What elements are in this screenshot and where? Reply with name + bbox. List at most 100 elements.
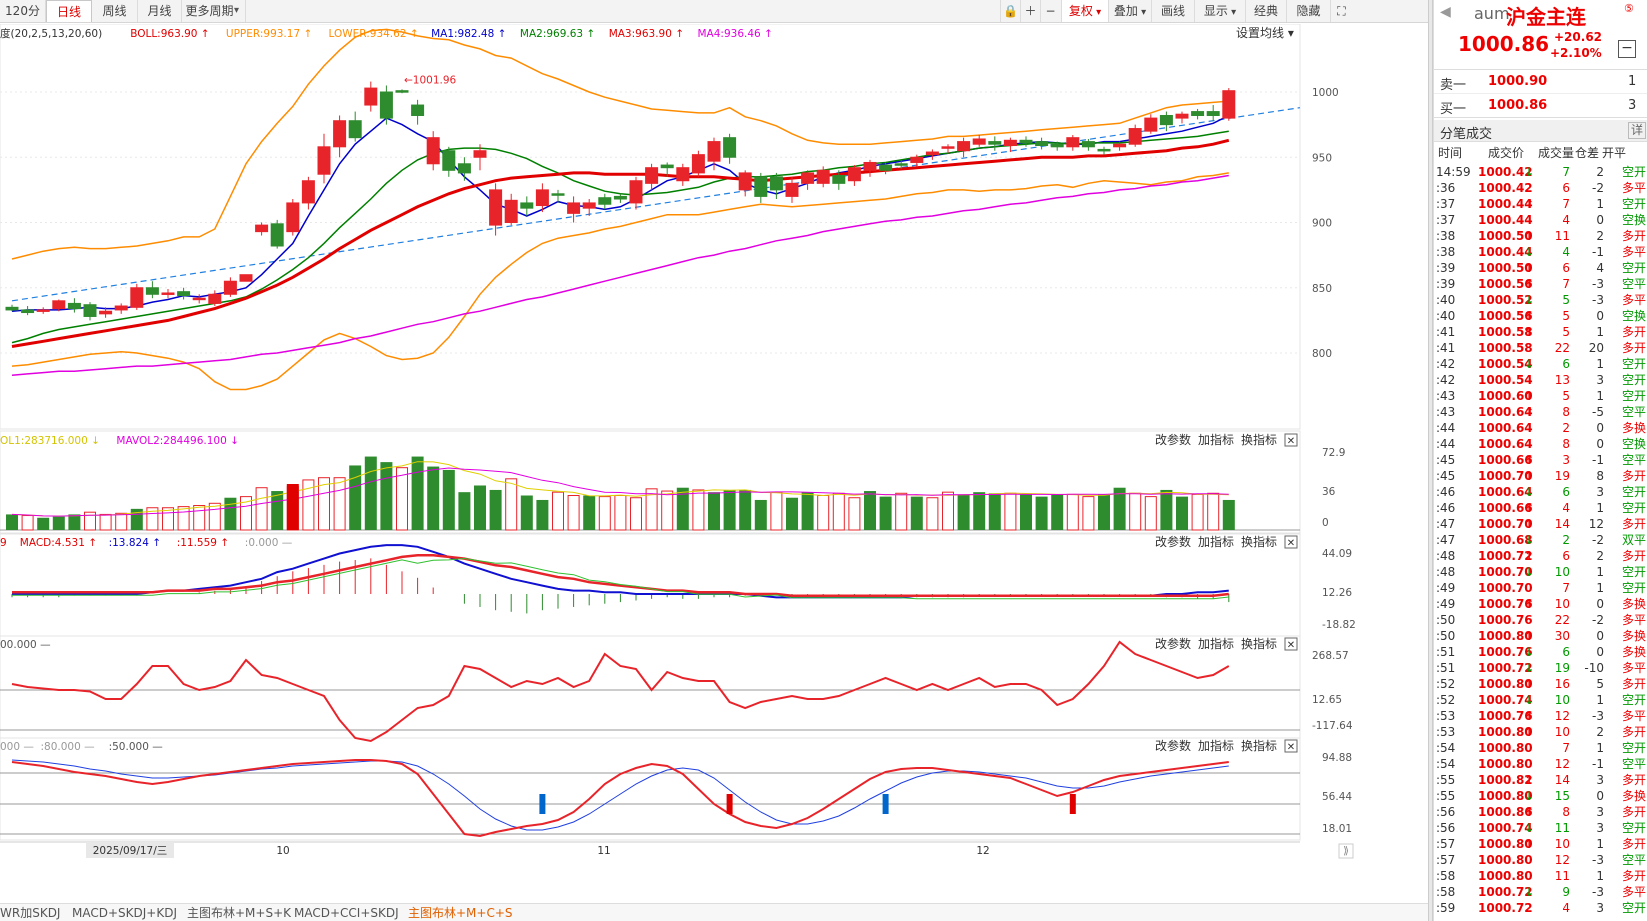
candle[interactable] <box>1222 90 1236 119</box>
candle[interactable] <box>473 150 487 158</box>
candle[interactable] <box>1191 111 1205 116</box>
candle[interactable] <box>582 202 596 209</box>
volume-bar[interactable] <box>1176 496 1188 530</box>
volume-bar[interactable] <box>754 499 767 530</box>
volume-bar[interactable] <box>801 492 814 530</box>
candle[interactable] <box>208 293 222 304</box>
candle[interactable] <box>520 202 534 209</box>
volume-bar[interactable] <box>1129 492 1142 531</box>
candle[interactable] <box>348 120 362 139</box>
volume-bar[interactable] <box>879 496 892 530</box>
vol-btn-0[interactable]: 改参数 <box>1155 432 1191 447</box>
volume-bar[interactable] <box>1004 492 1017 531</box>
candle[interactable] <box>972 138 986 145</box>
candle[interactable] <box>801 172 815 184</box>
volume-bar[interactable] <box>910 496 923 530</box>
volume-bar[interactable] <box>817 495 830 531</box>
kdj-btn-2[interactable]: 换指标 <box>1241 738 1277 753</box>
candle[interactable] <box>457 163 471 174</box>
period-tab-1[interactable]: 日线 <box>46 0 92 22</box>
scroll-right-button[interactable] <box>1338 843 1354 859</box>
candle[interactable] <box>769 176 783 191</box>
trendline[interactable] <box>11 107 1301 302</box>
candle[interactable] <box>192 297 206 301</box>
candle[interactable] <box>411 104 425 116</box>
candle[interactable] <box>925 151 939 156</box>
volume-bar[interactable] <box>1113 487 1126 530</box>
volume-bar[interactable] <box>786 497 798 530</box>
period-tab-0[interactable]: 120分钟 <box>0 0 46 40</box>
candle[interactable] <box>161 292 175 295</box>
volume-bar[interactable] <box>661 490 674 531</box>
candle[interactable] <box>442 150 456 171</box>
volume-bar[interactable] <box>333 477 346 531</box>
volume-bar[interactable] <box>1035 496 1048 530</box>
tool-button-6[interactable]: ⛶ <box>1330 0 1352 22</box>
candle[interactable] <box>832 175 846 184</box>
candle[interactable] <box>333 120 347 148</box>
volume-bar[interactable] <box>224 497 237 530</box>
volume-bar[interactable] <box>84 511 96 531</box>
settings-icon[interactable]: ⑤ <box>1624 2 1634 15</box>
candle[interactable] <box>114 305 128 311</box>
lock-icon[interactable]: 🔒 <box>1000 0 1020 22</box>
volume-bar[interactable] <box>458 492 471 530</box>
tool-button-3[interactable]: 显示 ▾ <box>1194 0 1245 22</box>
tool-button-5[interactable]: 隐藏 <box>1286 0 1330 22</box>
candle[interactable] <box>567 202 581 214</box>
candle[interactable] <box>99 310 113 315</box>
vol-close-button[interactable] <box>1284 433 1298 447</box>
volume-bar[interactable] <box>302 479 315 531</box>
candle[interactable] <box>535 189 549 207</box>
volume-bar[interactable] <box>536 499 549 530</box>
volume-bar[interactable] <box>739 489 752 530</box>
vol-btn-1[interactable]: 加指标 <box>1198 432 1234 447</box>
volume-bar[interactable] <box>1051 494 1064 530</box>
candle[interactable] <box>1050 143 1064 148</box>
candle[interactable] <box>1159 114 1173 126</box>
candle[interactable] <box>130 287 144 308</box>
volume-bar[interactable] <box>442 469 455 530</box>
kdj-btn-1[interactable]: 加指标 <box>1198 738 1234 753</box>
volume-bar[interactable] <box>1020 494 1032 530</box>
volume-bar[interactable] <box>271 491 284 530</box>
volume-bar[interactable] <box>567 495 580 531</box>
kdj-btn-0[interactable]: 改参数 <box>1155 738 1191 753</box>
panel-splitter[interactable] <box>1428 0 1433 921</box>
candle[interactable] <box>317 146 331 175</box>
minus-icon[interactable]: − <box>1040 0 1060 22</box>
candle[interactable] <box>1144 117 1158 132</box>
candle[interactable] <box>145 287 159 295</box>
cci-btn-1[interactable]: 加指标 <box>1198 636 1234 651</box>
volume-bar[interactable] <box>614 495 627 531</box>
cci-btn-2[interactable]: 换指标 <box>1241 636 1277 651</box>
volume-bar[interactable] <box>146 507 159 531</box>
candle[interactable] <box>723 137 737 158</box>
candle[interactable] <box>223 280 237 295</box>
kdj-close-button[interactable] <box>1284 739 1298 753</box>
candle[interactable] <box>629 180 643 204</box>
tool-button-2[interactable]: 画线 <box>1151 0 1194 22</box>
candle[interactable] <box>941 146 955 149</box>
candle[interactable] <box>910 156 924 163</box>
scroll-right-icon[interactable]: ⟫ <box>1343 845 1349 857</box>
candle[interactable] <box>988 141 1002 145</box>
tool-button-0[interactable]: 复权 ▾ <box>1061 0 1108 22</box>
candle[interactable] <box>957 141 971 152</box>
volume-bar[interactable] <box>708 492 720 530</box>
vol-btn-2[interactable]: 换指标 <box>1241 432 1277 447</box>
macd-close-button[interactable] <box>1284 535 1298 549</box>
template-tab-4[interactable]: 主图布林+M+C+S <box>408 906 513 920</box>
candle[interactable] <box>1206 111 1220 116</box>
volume-bar[interactable] <box>240 496 252 531</box>
candle[interactable] <box>177 291 191 297</box>
template-tab-3[interactable]: MACD+CCI+SKDJ <box>294 906 399 920</box>
macd-btn-0[interactable]: 改参数 <box>1155 534 1191 549</box>
candle[interactable] <box>21 309 35 314</box>
candle[interactable] <box>1066 137 1080 148</box>
volume-bar[interactable] <box>1222 499 1235 530</box>
volume-bar[interactable] <box>630 497 642 531</box>
volume-bar[interactable] <box>942 491 954 531</box>
chart-area[interactable]: 1000 950 900 850 800 ←1001.96 度(20,2,5,13,20,6… <box>0 24 1428 904</box>
candle[interactable] <box>660 164 674 169</box>
